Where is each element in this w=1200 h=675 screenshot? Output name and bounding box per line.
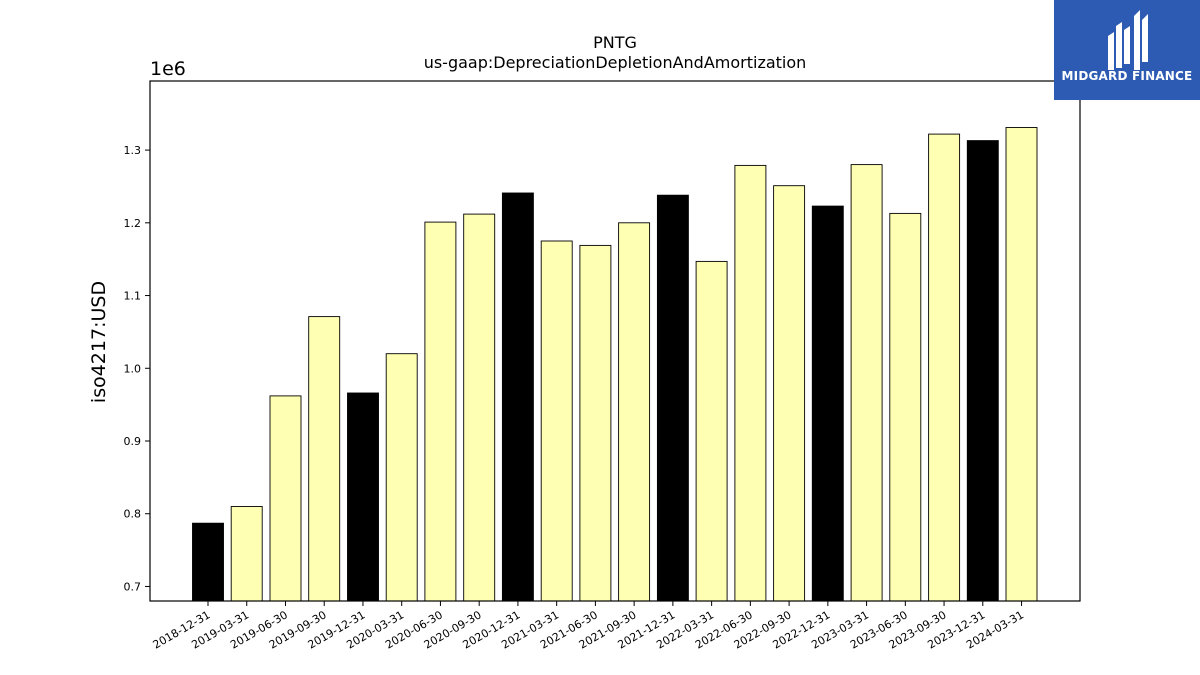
bar-2021-03-31 <box>540 240 573 602</box>
midgard-logo: MIDGARD FINANCE <box>1054 0 1200 100</box>
bar-2023-09-30 <box>928 133 961 602</box>
bar-2019-06-30 <box>269 395 302 602</box>
y-axis-ticks: 0.7 0.8 0.9 1.0 1.1 1.2 1.3 <box>124 144 150 593</box>
plot-frame <box>149 80 1081 602</box>
y-tick-label: 1.1 <box>124 290 142 303</box>
bar-2020-06-30 <box>424 221 457 602</box>
bar-2018-12-31 <box>192 522 224 602</box>
midgard-logo-icon <box>1108 10 1148 70</box>
bar-2022-03-31 <box>695 260 728 602</box>
x-axis-ticks: 2018-12-312019-03-312019-06-302019-09-30… <box>151 601 1026 652</box>
logo-text: MIDGARD FINANCE <box>1061 69 1193 83</box>
bar-2020-03-31 <box>385 353 418 602</box>
y-axis-label: iso4217:USD <box>88 281 110 403</box>
y-tick-label: 0.8 <box>124 508 142 521</box>
bar-2023-06-30 <box>889 212 922 602</box>
y-tick-label: 1.3 <box>124 144 142 157</box>
y-tick-label: 0.9 <box>124 435 142 448</box>
chart-subtitle: us-gaap:DepreciationDepletionAndAmortiza… <box>424 53 807 72</box>
bar-2022-12-31 <box>811 205 844 602</box>
bar-2019-09-30 <box>308 316 341 602</box>
bar-2021-06-30 <box>579 244 612 602</box>
bar-2021-09-30 <box>618 222 651 602</box>
y-axis-offset-label: 1e6 <box>150 58 186 80</box>
chart-title: PNTG <box>593 33 637 52</box>
bar-2024-03-31 <box>1005 127 1038 602</box>
bar-2020-09-30 <box>463 213 496 602</box>
bar-2023-03-31 <box>850 164 883 602</box>
y-tick-label: 1.2 <box>124 217 142 230</box>
bar-2020-12-31 <box>501 192 534 602</box>
y-tick-label: 1.0 <box>124 362 142 375</box>
bar-2021-12-31 <box>656 194 689 602</box>
bar-2023-12-31 <box>966 140 999 602</box>
bar-2022-06-30 <box>734 164 767 602</box>
bars-group <box>192 127 1038 602</box>
y-tick-label: 0.7 <box>124 580 142 593</box>
bar-2019-12-31 <box>347 392 379 602</box>
bar-2019-03-31 <box>230 506 263 602</box>
bar-2022-09-30 <box>773 185 806 602</box>
